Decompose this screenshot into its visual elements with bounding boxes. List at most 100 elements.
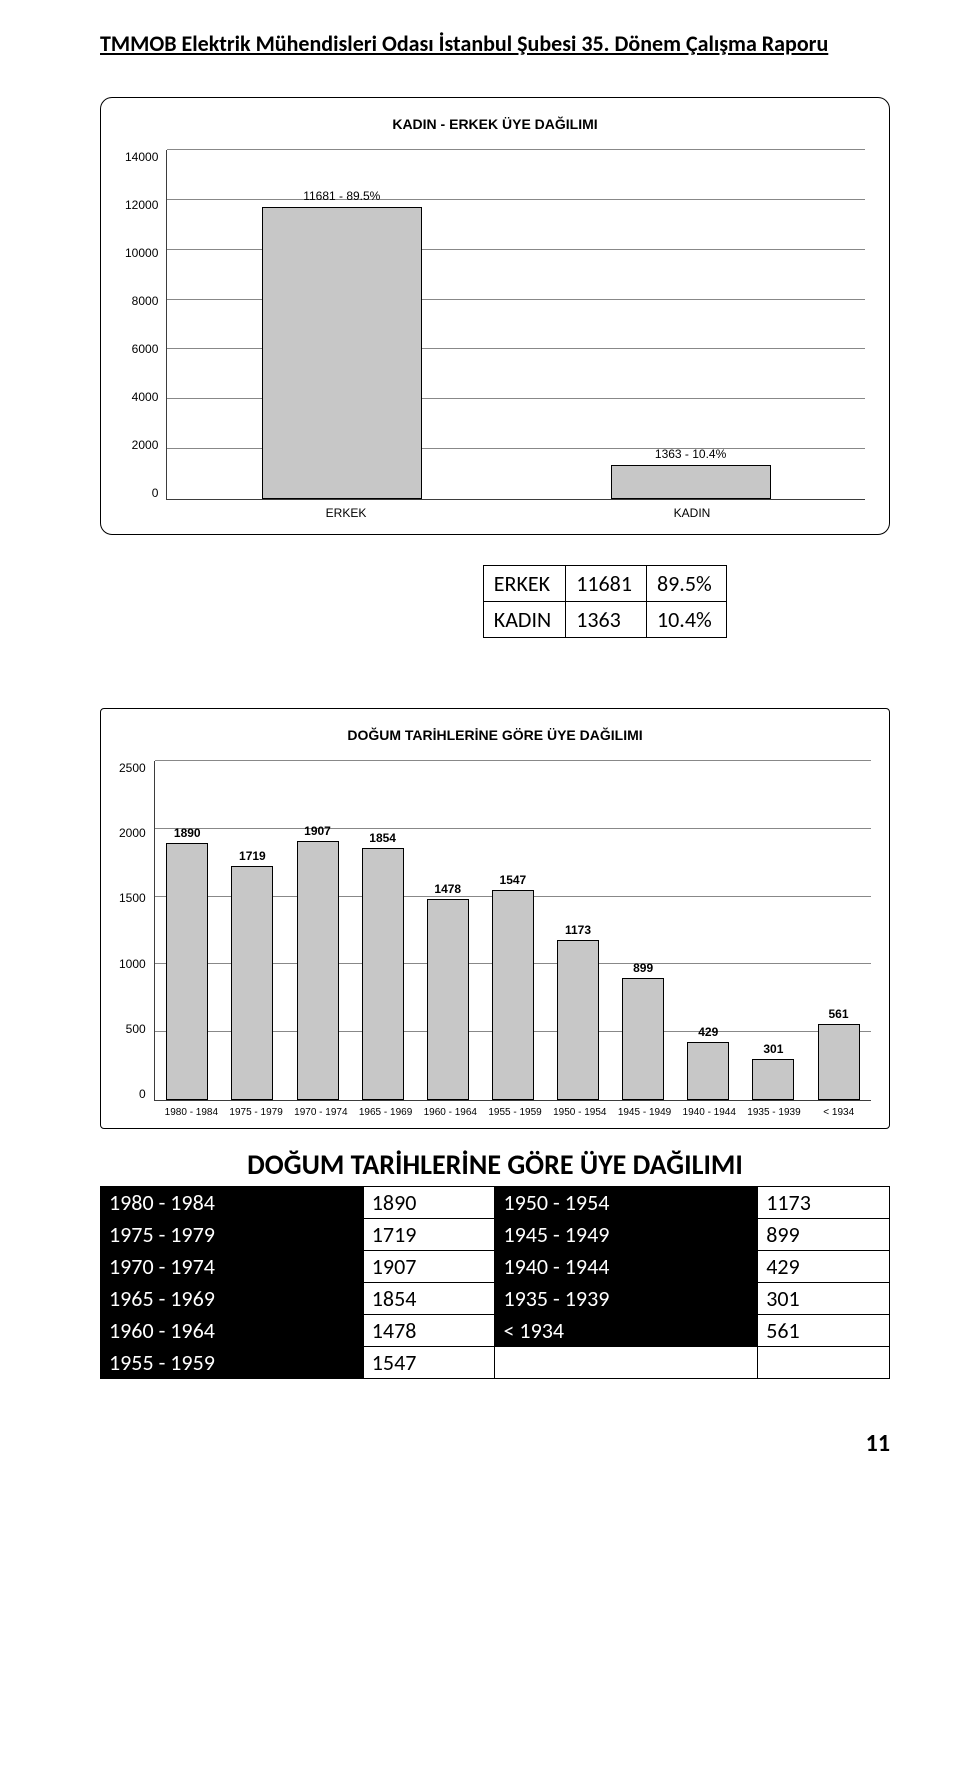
cell: < 1934: [495, 1315, 758, 1347]
bar-cell: 1907: [285, 761, 350, 1100]
cell: 301: [758, 1283, 890, 1315]
cell: 561: [758, 1315, 890, 1347]
x-tick: 1950 - 1954: [547, 1101, 612, 1118]
y-tick: 12000: [125, 198, 158, 212]
spacer: [263, 566, 483, 638]
cell: 1945 - 1949: [495, 1219, 758, 1251]
bar: [166, 843, 208, 1100]
bar-cell: 429: [676, 761, 741, 1100]
y-tick: 8000: [132, 294, 159, 308]
chart1-plot-area: 11681 - 89.5% 1363 - 10.4%: [166, 150, 865, 500]
x-tick: 1975 - 1979: [224, 1101, 289, 1118]
cell: 1940 - 1944: [495, 1251, 758, 1283]
x-tick: 1960 - 1964: [418, 1101, 483, 1118]
bar: [492, 890, 534, 1100]
bar-cell: 1890: [155, 761, 220, 1100]
bar-value-label: 1478: [434, 882, 461, 896]
y-tick: 14000: [125, 150, 158, 164]
bar-value-label: 1854: [369, 831, 396, 845]
table2-title: DOĞUM TARİHLERİNE GÖRE ÜYE DAĞILIMI: [100, 1147, 890, 1182]
table-row: 1970 - 197419071940 - 1944429: [101, 1251, 890, 1283]
bar-cell: 1547: [480, 761, 545, 1100]
cell: 1965 - 1969: [101, 1283, 364, 1315]
cell: KADIN: [483, 602, 565, 638]
y-tick: 10000: [125, 246, 158, 260]
bar: [622, 978, 664, 1100]
x-tick: 1955 - 1959: [483, 1101, 548, 1118]
bar-value-label: 429: [698, 1025, 718, 1039]
y-tick: 2500: [119, 761, 146, 775]
bar: [362, 848, 404, 1100]
cell: 1975 - 1979: [101, 1219, 364, 1251]
y-tick: 0: [139, 1087, 146, 1101]
bar: [818, 1024, 860, 1100]
y-tick: 500: [126, 1022, 146, 1036]
bar-value-label: 1890: [174, 826, 201, 840]
x-tick: 1965 - 1969: [353, 1101, 418, 1118]
x-tick: ERKEK: [173, 500, 519, 520]
table-gender: ERKEK1168189.5%KADIN136310.4%: [263, 565, 726, 638]
bar-cell: 1363 - 10.4%: [516, 150, 865, 499]
chart-gender: KADIN - ERKEK ÜYE DAĞILIMI 14000 12000 100…: [100, 97, 890, 535]
chart1-title: KADIN - ERKEK ÜYE DAĞILIMI: [125, 116, 865, 132]
table-birth-years: 1980 - 198418901950 - 195411731975 - 197…: [100, 1186, 890, 1379]
cell: 1719: [363, 1219, 495, 1251]
cell: 429: [758, 1251, 890, 1283]
bar-value-label: 1719: [239, 849, 266, 863]
y-tick: 2000: [119, 826, 146, 840]
bar-value-label: 1363 - 10.4%: [655, 447, 726, 461]
x-tick: 1970 - 1974: [288, 1101, 353, 1118]
cell: 1935 - 1939: [495, 1283, 758, 1315]
chart1-y-axis: 14000120001000080006000400020000: [125, 150, 166, 500]
bar-value-label: 1547: [500, 873, 527, 887]
page-number: 11: [100, 1429, 890, 1458]
cell: 899: [758, 1219, 890, 1251]
page-title: TMMOB Elektrik Mühendisleri Odası İstanb…: [100, 30, 890, 57]
table-row: 1955 - 19591547: [101, 1347, 890, 1379]
table-row: 1975 - 197917191945 - 1949899: [101, 1219, 890, 1251]
x-tick: 1945 - 1949: [612, 1101, 677, 1118]
chart2-title: DOĞUM TARİHLERİNE GÖRE ÜYE DAĞILIMI: [119, 727, 871, 743]
cell: 1890: [363, 1187, 495, 1219]
y-tick: 6000: [132, 342, 159, 356]
bar-value-label: 899: [633, 961, 653, 975]
table-row: 1960 - 19641478< 1934561: [101, 1315, 890, 1347]
bar: [297, 841, 339, 1100]
bar-value-label: 1173: [565, 923, 591, 937]
y-tick: 2000: [132, 438, 159, 452]
bar: [611, 465, 771, 499]
cell: 1980 - 1984: [101, 1187, 364, 1219]
x-tick: < 1934: [806, 1101, 871, 1118]
bar-value-label: 301: [763, 1042, 783, 1056]
bar: [427, 899, 469, 1100]
bar: [262, 207, 422, 499]
bar-value-label: 561: [829, 1007, 849, 1021]
cell: 10.4%: [646, 602, 726, 638]
cell: 1907: [363, 1251, 495, 1283]
bar: [687, 1042, 729, 1100]
bar-cell: 1173: [545, 761, 610, 1100]
cell: [495, 1347, 758, 1379]
chart2-plot-area: 1890 1719 1907 1854 1478 1547 1173 899 429 301 561: [154, 761, 871, 1101]
cell: 1960 - 1964: [101, 1315, 364, 1347]
bar-cell: 1854: [350, 761, 415, 1100]
chart2-y-axis: 25002000150010005000: [119, 761, 154, 1101]
x-tick: 1935 - 1939: [742, 1101, 807, 1118]
cell: 1955 - 1959: [101, 1347, 364, 1379]
y-tick: 0: [152, 486, 159, 500]
cell: 89.5%: [646, 566, 726, 602]
table-row: 1965 - 196918541935 - 1939301: [101, 1283, 890, 1315]
cell: 11681: [566, 566, 647, 602]
table-row: ERKEK1168189.5%: [263, 566, 726, 602]
cell: 1854: [363, 1283, 495, 1315]
cell: ERKEK: [483, 566, 565, 602]
x-tick: KADIN: [519, 500, 865, 520]
bar: [557, 940, 599, 1100]
cell: 1363: [566, 602, 647, 638]
cell: 1547: [363, 1347, 495, 1379]
bar-cell: 899: [611, 761, 676, 1100]
cell: 1173: [758, 1187, 890, 1219]
cell: [758, 1347, 890, 1379]
bar-value-label: 11681 - 89.5%: [303, 189, 380, 203]
bar-cell: 1719: [220, 761, 285, 1100]
